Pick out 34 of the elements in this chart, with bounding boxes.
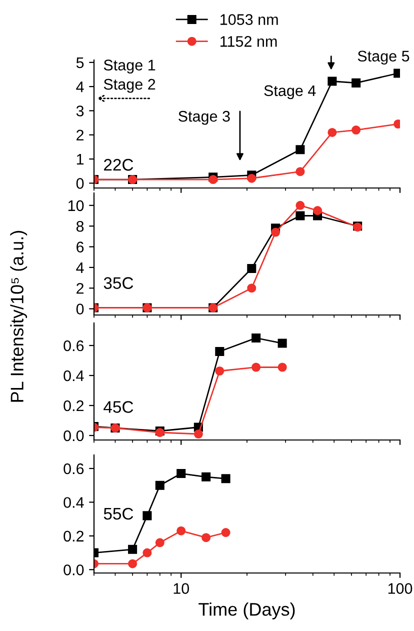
annotation: 45C — [104, 401, 134, 413]
y-tick-label: 0.4 — [64, 370, 84, 382]
x-tick-label: 100 — [388, 583, 412, 594]
y-tick-label: 3 — [76, 106, 84, 116]
y-tick-label: 0.0 — [64, 430, 84, 442]
annotation: Stage 3 — [178, 110, 230, 125]
y-tick-label: 5 — [76, 57, 84, 68]
y-tick-label: 0 — [76, 178, 84, 189]
y-tick-label: 0 — [76, 304, 84, 314]
y-tick-label: 6 — [76, 242, 84, 252]
y-axis-title: PL Intensity/10⁵ (a.u.) — [10, 230, 28, 402]
annotation: Stage 4 — [264, 85, 316, 100]
y-tick-label: 0.6 — [64, 463, 84, 474]
y-tick-label: 0.0 — [64, 564, 84, 576]
y-tick-label: 2 — [76, 282, 84, 294]
annotation: Stage 1 — [104, 60, 156, 74]
annotation: Stage 5 — [358, 50, 410, 65]
y-tick-label: 4 — [76, 262, 84, 273]
y-tick-label: 8 — [76, 220, 84, 232]
annotation: 22C — [104, 158, 134, 171]
y-tick-label: 10 — [68, 200, 84, 212]
y-tick-label: 0.2 — [64, 400, 84, 412]
legend-label: 1053 nm — [220, 14, 278, 25]
y-tick-label: 4 — [76, 82, 84, 92]
y-tick-label: 1 — [76, 154, 84, 165]
annotation: 55C — [104, 508, 134, 520]
y-tick-label: 0.2 — [64, 530, 84, 542]
annotation: Stage 2 — [104, 78, 156, 93]
x-axis-title: Time (Days) — [198, 602, 295, 620]
y-tick-label: 0.4 — [64, 497, 84, 508]
annotation: 35C — [104, 277, 134, 289]
y-tick-label: 0.6 — [64, 340, 84, 352]
legend-label: 1152 nm — [220, 36, 277, 47]
y-tick-label: 2 — [76, 130, 84, 140]
